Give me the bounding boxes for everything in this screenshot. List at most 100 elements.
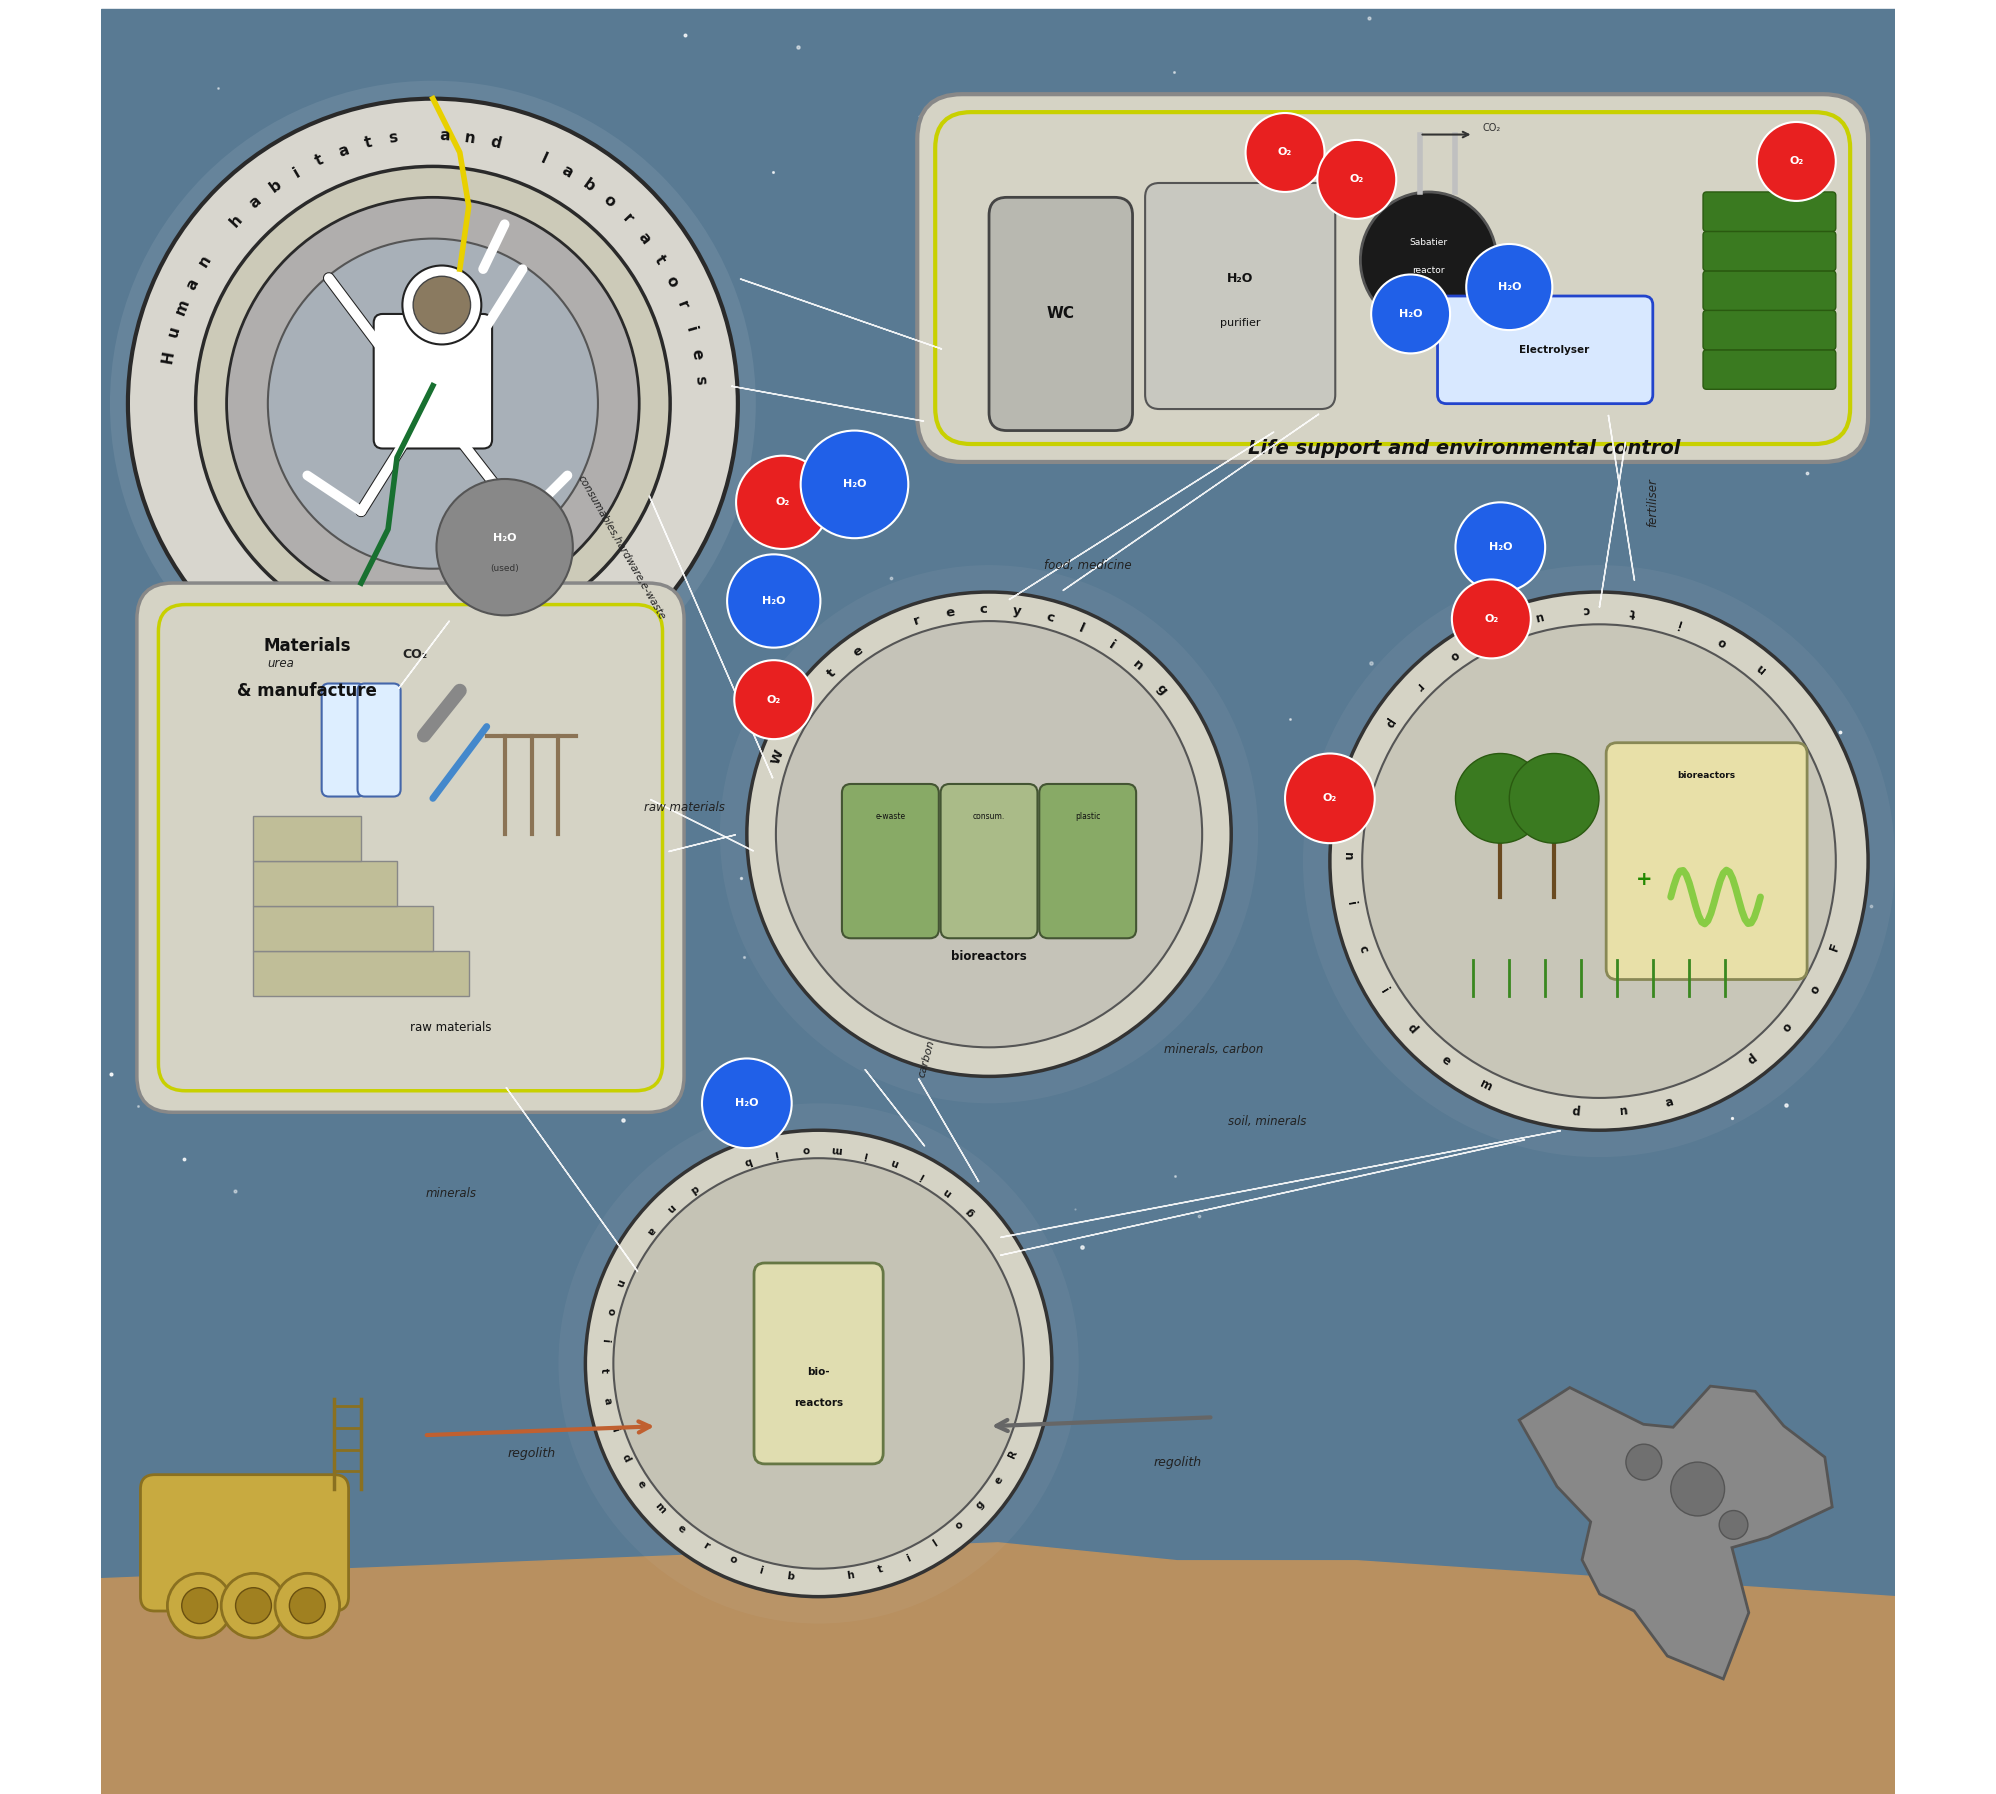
Bar <box>102 942 1894 1781</box>
Text: Sabatier: Sabatier <box>1409 237 1447 248</box>
Bar <box>102 224 1894 1778</box>
Bar <box>102 484 1894 1778</box>
Text: a: a <box>246 194 263 212</box>
Bar <box>102 1005 1894 1781</box>
Text: F: F <box>1828 942 1842 953</box>
Bar <box>102 215 1894 1778</box>
Text: CO₂: CO₂ <box>403 648 427 662</box>
Bar <box>102 206 1894 1778</box>
Bar <box>102 251 1894 1778</box>
Bar <box>102 1193 1894 1781</box>
Text: purifier: purifier <box>1220 318 1259 328</box>
Text: H₂O: H₂O <box>1481 273 1501 283</box>
Text: o: o <box>601 192 619 210</box>
Bar <box>102 1408 1894 1783</box>
Text: d: d <box>1746 1053 1760 1067</box>
Text: d: d <box>1489 624 1501 640</box>
Circle shape <box>1756 122 1836 201</box>
Text: i: i <box>862 1148 868 1159</box>
Bar <box>102 1642 1894 1785</box>
Bar <box>102 1722 1894 1785</box>
Text: O₂: O₂ <box>1277 147 1291 158</box>
Bar <box>102 170 1894 1776</box>
Bar <box>102 1202 1894 1781</box>
Bar <box>102 1292 1894 1783</box>
Text: r: r <box>912 614 922 628</box>
Bar <box>102 1426 1894 1783</box>
Bar <box>102 511 1894 1778</box>
Text: bio-: bio- <box>806 1367 830 1378</box>
Bar <box>102 1229 1894 1781</box>
Bar <box>102 1704 1894 1785</box>
Text: raw materials: raw materials <box>643 800 725 814</box>
Bar <box>102 1597 1894 1783</box>
Text: e-waste: e-waste <box>876 811 906 822</box>
Text: c: c <box>1355 944 1371 954</box>
Bar <box>102 565 1894 1780</box>
Text: d: d <box>1403 1021 1419 1037</box>
Circle shape <box>1509 753 1599 843</box>
Bar <box>102 637 1894 1780</box>
Text: bioreactors: bioreactors <box>952 949 1026 963</box>
Text: i: i <box>918 1170 926 1180</box>
Bar <box>102 736 1894 1780</box>
Bar <box>102 1650 1894 1785</box>
FancyBboxPatch shape <box>321 684 365 797</box>
Bar <box>102 987 1894 1781</box>
Text: (used): (used) <box>491 563 519 574</box>
Text: H₂O: H₂O <box>1399 309 1423 319</box>
Text: CH₄: CH₄ <box>1421 294 1437 305</box>
Bar <box>102 718 1894 1780</box>
Bar <box>102 1274 1894 1783</box>
FancyBboxPatch shape <box>1703 350 1836 389</box>
Bar <box>102 924 1894 1781</box>
Bar <box>102 574 1894 1780</box>
Text: g: g <box>964 1206 976 1218</box>
FancyBboxPatch shape <box>754 1263 882 1464</box>
Bar <box>102 825 1894 1780</box>
Bar <box>102 493 1894 1778</box>
FancyBboxPatch shape <box>1703 310 1836 350</box>
Text: W: W <box>768 748 786 766</box>
Text: CO₂: CO₂ <box>1483 124 1501 133</box>
Circle shape <box>1246 113 1325 192</box>
Text: s: s <box>387 131 399 147</box>
Bar <box>102 1758 1894 1785</box>
Text: consumables,hardware,e-waste: consumables,hardware,e-waste <box>575 474 667 621</box>
Bar <box>102 1238 1894 1781</box>
Bar <box>102 1588 1894 1783</box>
Text: t: t <box>599 1369 609 1374</box>
Bar <box>102 269 1894 1778</box>
Bar <box>102 1767 1894 1785</box>
Bar <box>102 359 1894 1778</box>
Bar <box>102 1175 1894 1781</box>
Bar <box>253 906 433 951</box>
FancyBboxPatch shape <box>990 197 1132 431</box>
Bar <box>253 861 397 906</box>
Text: H₂O: H₂O <box>493 533 517 544</box>
Circle shape <box>168 1573 232 1638</box>
Text: i: i <box>774 1148 778 1159</box>
Bar <box>102 1085 1894 1781</box>
Text: c: c <box>1583 603 1591 617</box>
Text: & manufacture: & manufacture <box>238 682 377 700</box>
Text: carbon: carbon <box>916 1039 936 1078</box>
Bar <box>102 1103 1894 1781</box>
Text: O₂: O₂ <box>1349 174 1363 185</box>
Bar <box>102 1337 1894 1783</box>
Text: r: r <box>675 300 691 312</box>
Bar <box>102 843 1894 1780</box>
Bar <box>102 1606 1894 1783</box>
Text: urea: urea <box>267 657 293 671</box>
Text: H₂O: H₂O <box>1489 542 1513 553</box>
Bar <box>102 969 1894 1781</box>
Bar <box>102 1480 1894 1783</box>
Circle shape <box>737 456 830 549</box>
FancyBboxPatch shape <box>140 1475 349 1611</box>
Bar <box>102 753 1894 1780</box>
Bar <box>102 592 1894 1780</box>
FancyBboxPatch shape <box>1703 231 1836 271</box>
Circle shape <box>1719 1511 1748 1539</box>
Bar <box>102 619 1894 1780</box>
Text: O₂: O₂ <box>1485 614 1499 624</box>
